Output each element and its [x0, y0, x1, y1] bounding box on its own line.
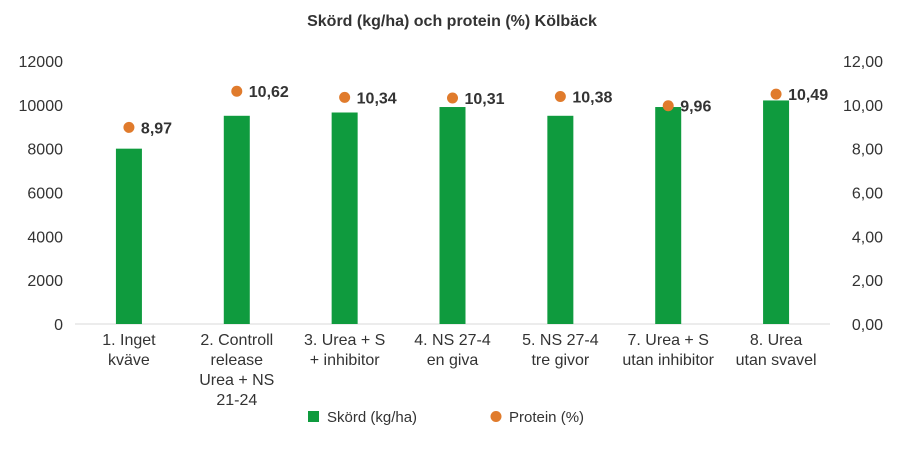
y-right-tick-label: 2,00 — [852, 273, 883, 290]
category-label: 2. Controll release Urea + NS 21-24 — [199, 332, 274, 409]
protein-data-label: 9,96 — [680, 99, 711, 116]
skord-bar — [439, 107, 466, 325]
category-label: 4. NS 27-4 en giva — [414, 332, 491, 369]
y-right-tick-label: 12,00 — [843, 54, 883, 71]
y-left-tick-label: 6000 — [27, 186, 63, 203]
skord-bar — [115, 148, 142, 324]
axes: 0 2000 4000 6000 8000 10000 12000 0,00 2,00 4,00 6… — [19, 54, 884, 334]
y-left-tick-label: 8000 — [27, 142, 63, 159]
skord-bar — [331, 112, 358, 324]
protein-data-label: 8,97 — [141, 120, 172, 137]
protein-point — [339, 91, 351, 103]
protein-data-label: 10,62 — [249, 84, 289, 101]
protein-point — [770, 88, 782, 100]
protein-point — [123, 121, 135, 133]
y-left-tick-label: 12000 — [19, 54, 64, 71]
legend-marker-protein — [490, 411, 502, 422]
y-left-tick-label: 4000 — [27, 229, 63, 246]
category-labels: 1. Inget kväve 2. Controll release Urea + NS… — [102, 332, 816, 409]
y-left-tick-label: 10000 — [19, 98, 64, 115]
protein-point — [447, 92, 458, 104]
bars — [115, 100, 790, 325]
legend-label-skord: Skörd (kg/ha) — [327, 409, 417, 426]
category-label: 1. Inget kväve — [102, 332, 156, 369]
skord-bar — [763, 100, 790, 324]
protein-data-label: 10,34 — [357, 90, 397, 107]
category-label: 3. Urea + S + inhibitor — [304, 332, 385, 369]
y-right-tick-label: 8,00 — [852, 142, 883, 159]
category-label: 5. NS 27-4 tre givor — [522, 332, 599, 369]
category-label: 8. Urea utan svavel — [736, 332, 817, 369]
y-right-tick-label: 0,00 — [852, 317, 883, 334]
protein-data-label: 10,38 — [572, 90, 612, 107]
protein-point — [231, 85, 243, 97]
protein-points: 8,97 10,62 10,34 10,31 10,38 9,96 10,49 — [123, 84, 828, 137]
y-left-tick-label: 2000 — [27, 273, 63, 290]
protein-point — [554, 91, 566, 103]
protein-point — [662, 100, 674, 112]
legend-marker-skord — [308, 411, 319, 422]
y-right-tick-label: 4,00 — [852, 229, 883, 246]
skord-bar — [655, 107, 682, 325]
y-left-tick-label: 0 — [54, 317, 63, 334]
skord-bar — [223, 115, 250, 325]
skord-bar — [547, 115, 574, 325]
chart-title: Skörd (kg/ha) och protein (%) Kölbäck — [307, 13, 597, 30]
legend-label-protein: Protein (%) — [509, 409, 584, 426]
protein-data-label: 10,49 — [788, 87, 828, 104]
y-right-tick-label: 6,00 — [852, 186, 883, 203]
y-right-tick-label: 10,00 — [843, 98, 883, 115]
legend: Skörd (kg/ha) Protein (%) — [308, 409, 584, 426]
protein-data-label: 10,31 — [465, 91, 505, 108]
